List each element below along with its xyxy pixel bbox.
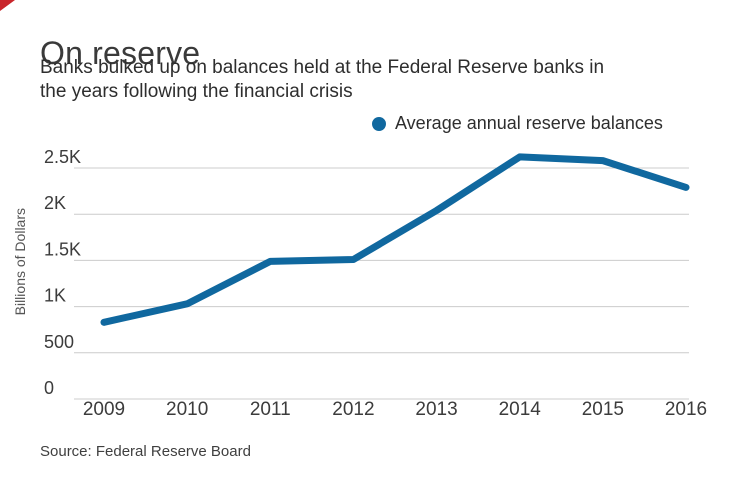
y-tick-label: 2K: [44, 193, 66, 213]
y-tick-label: 1.5K: [44, 239, 81, 259]
x-tick-label: 2016: [665, 399, 707, 420]
chart-title: On reserve: [40, 35, 201, 72]
x-tick-label: 2012: [332, 399, 374, 420]
legend-dot-icon: [372, 116, 386, 131]
y-tick-label: 500: [44, 332, 74, 352]
source-note: Source: Federal Reserve Board: [40, 443, 251, 460]
x-tick-label: 2014: [499, 399, 542, 420]
legend: Average annual reserve balances: [372, 113, 663, 134]
chart-subtitle: Banks bulked up on balances held at the …: [40, 57, 605, 102]
y-tick-label: 1K: [44, 286, 66, 306]
y-axis-title: Billions of Dollars: [12, 208, 28, 316]
x-tick-label: 2009: [83, 399, 125, 420]
x-tick-label: 2010: [166, 399, 208, 420]
legend-label: Average annual reserve balances: [395, 113, 663, 133]
y-tick-label: 2.5K: [44, 147, 81, 167]
x-tick-label: 2011: [250, 399, 291, 420]
corner-flag-icon: [0, 0, 15, 11]
series-line: [100, 153, 690, 326]
x-tick-label: 2015: [582, 399, 624, 420]
y-tick-label: 0: [44, 378, 54, 398]
x-tick-label: 2013: [415, 399, 457, 420]
line-chart: 0 500 1K 1.5K 2K 2.5K 2009 2010 2011 2012 2013 2014…: [44, 147, 707, 420]
